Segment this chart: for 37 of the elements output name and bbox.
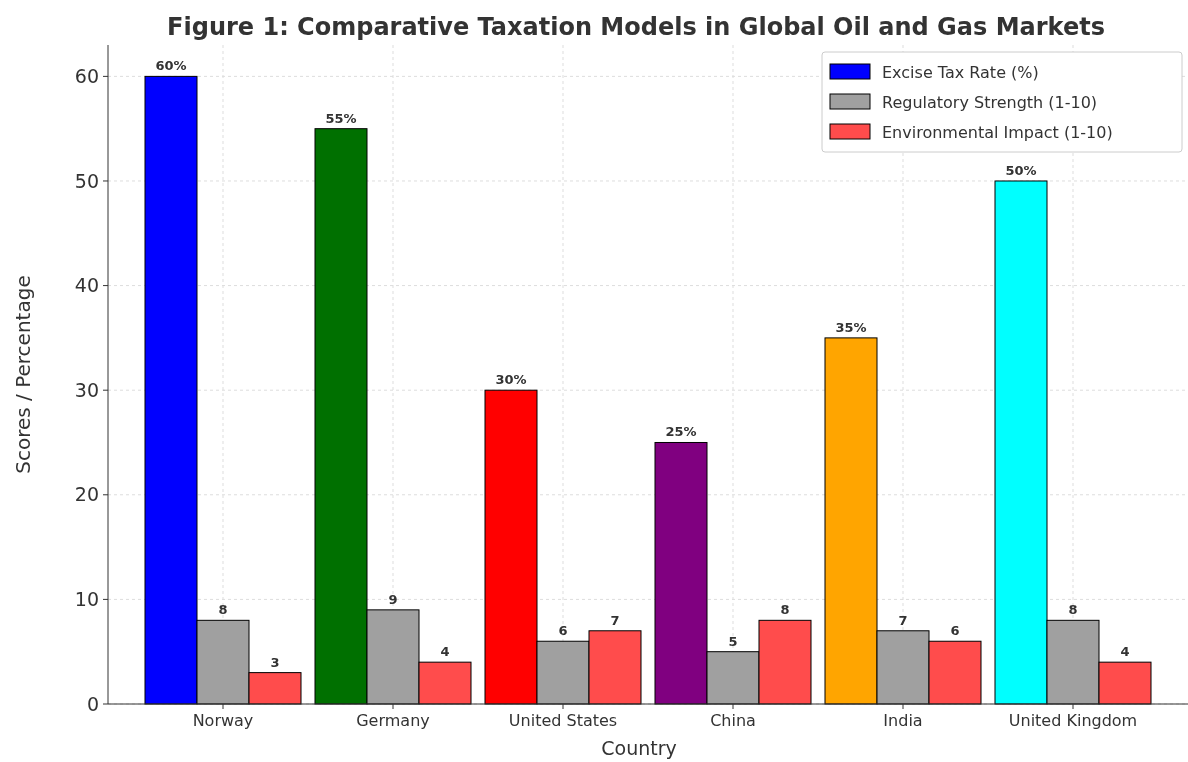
y-tick-label: 10 [74, 588, 99, 611]
data-label: 6 [558, 623, 568, 639]
data-label: 4 [440, 644, 450, 660]
x-tick-label: China [710, 711, 756, 730]
chart-title: Figure 1: Comparative Taxation Models in Global Oil and Gas Markets [167, 13, 1105, 41]
x-tick-label: United States [508, 711, 618, 730]
x-axis-title: Country [601, 737, 677, 759]
y-axis-title: Scores / Percentage [11, 275, 35, 474]
data-label: 25% [665, 424, 697, 440]
data-label: 4 [1120, 644, 1130, 660]
data-label: 8 [780, 602, 790, 618]
x-tick-label: Norway [192, 711, 254, 730]
data-label: 55% [325, 110, 357, 126]
data-label: 35% [835, 319, 867, 335]
y-tick-label: 0 [86, 692, 99, 715]
y-tick-label: 60 [74, 65, 99, 88]
y-tick-label: 40 [74, 274, 99, 297]
data-label: 5 [728, 633, 738, 649]
data-label: 7 [898, 612, 908, 628]
x-tick-label: Germany [356, 711, 430, 730]
data-label: 60% [155, 58, 187, 74]
legend-label: Excise Tax Rate (%) [882, 62, 1039, 82]
legend-label: Environmental Impact (1-10) [882, 122, 1113, 142]
data-label: 9 [388, 591, 398, 607]
y-tick-label: 20 [74, 483, 99, 506]
x-tick-label: India [883, 711, 923, 730]
y-tick-label: 50 [74, 169, 99, 192]
data-label: 8 [1068, 602, 1078, 618]
y-tick-label: 30 [74, 378, 99, 401]
data-label: 7 [610, 612, 620, 628]
data-label: 30% [495, 372, 527, 388]
legend-label: Regulatory Strength (1-10) [882, 92, 1098, 112]
x-tick-label: United Kingdom [1008, 711, 1138, 730]
data-label: 8 [218, 602, 228, 618]
data-label: 50% [1005, 162, 1037, 178]
data-label: 6 [950, 623, 960, 639]
data-label: 3 [270, 654, 280, 670]
